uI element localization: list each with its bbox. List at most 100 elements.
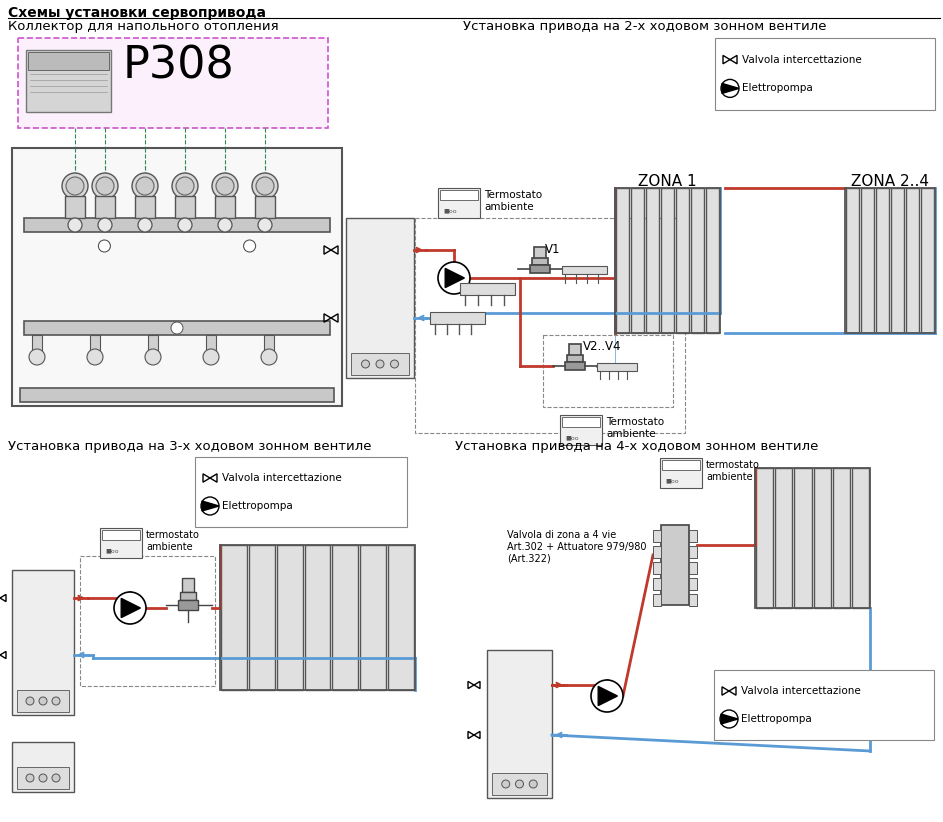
Polygon shape xyxy=(598,686,618,705)
Bar xyxy=(852,468,869,608)
Polygon shape xyxy=(722,83,739,94)
Text: Termostato
ambiente: Termostato ambiente xyxy=(606,417,664,439)
Bar xyxy=(20,388,334,402)
Text: termostato
ambiente: termostato ambiente xyxy=(706,460,760,482)
Bar xyxy=(565,362,585,370)
Bar xyxy=(305,545,330,690)
Bar xyxy=(660,458,702,488)
Bar xyxy=(487,650,552,798)
Bar xyxy=(100,528,142,558)
Circle shape xyxy=(96,177,114,195)
Circle shape xyxy=(145,349,161,365)
Bar xyxy=(676,188,689,333)
Circle shape xyxy=(62,173,88,199)
Bar xyxy=(833,468,850,608)
Bar xyxy=(180,592,196,600)
Circle shape xyxy=(171,322,183,334)
Circle shape xyxy=(256,177,274,195)
Bar xyxy=(661,188,674,333)
Bar xyxy=(460,283,515,295)
Circle shape xyxy=(721,80,739,97)
Circle shape xyxy=(516,780,523,788)
Bar xyxy=(351,353,409,375)
Bar xyxy=(775,468,792,608)
Bar xyxy=(195,457,407,527)
Bar xyxy=(755,468,870,608)
Circle shape xyxy=(203,349,219,365)
Polygon shape xyxy=(445,269,464,288)
Bar xyxy=(360,545,386,690)
Circle shape xyxy=(26,774,34,782)
Bar xyxy=(438,188,480,218)
Bar xyxy=(530,265,550,273)
Bar xyxy=(597,363,637,371)
Text: ZONA 1: ZONA 1 xyxy=(638,174,697,189)
Circle shape xyxy=(92,173,118,199)
Text: termostato
ambiente: termostato ambiente xyxy=(146,530,200,552)
Bar xyxy=(178,600,198,610)
Bar xyxy=(756,468,773,608)
Bar xyxy=(689,578,697,590)
Bar xyxy=(714,670,934,740)
Text: Установка привода на 3-х ходовом зонном вентиле: Установка привода на 3-х ходовом зонном … xyxy=(8,440,372,453)
Bar xyxy=(653,562,661,574)
Bar xyxy=(653,594,661,606)
Circle shape xyxy=(390,360,399,368)
Bar xyxy=(276,545,303,690)
Circle shape xyxy=(178,218,192,232)
Bar xyxy=(567,355,583,362)
Bar xyxy=(532,258,548,265)
Circle shape xyxy=(68,218,82,232)
Bar xyxy=(662,460,700,470)
Circle shape xyxy=(176,177,194,195)
Bar xyxy=(689,562,697,574)
Polygon shape xyxy=(202,501,219,511)
Bar xyxy=(215,196,235,218)
Bar xyxy=(861,188,874,333)
Bar xyxy=(562,266,607,274)
Text: Valvola intercettazione: Valvola intercettazione xyxy=(741,686,861,696)
Circle shape xyxy=(591,680,623,712)
Text: Termostato
ambiente: Termostato ambiente xyxy=(484,190,542,211)
Bar xyxy=(12,148,342,406)
Text: ■oo: ■oo xyxy=(666,478,679,483)
Circle shape xyxy=(98,218,112,232)
Bar xyxy=(346,218,414,378)
Text: ZONA 2..4: ZONA 2..4 xyxy=(851,174,929,189)
Circle shape xyxy=(39,774,47,782)
Bar xyxy=(653,546,661,558)
Circle shape xyxy=(258,218,272,232)
Circle shape xyxy=(136,177,154,195)
Bar xyxy=(389,545,414,690)
Text: Схемы установки сервопривода: Схемы установки сервопривода xyxy=(8,6,266,20)
Bar xyxy=(221,545,247,690)
Bar xyxy=(534,247,546,259)
Bar xyxy=(24,218,330,232)
Circle shape xyxy=(29,349,45,365)
Circle shape xyxy=(98,240,110,252)
Bar xyxy=(206,335,216,355)
Circle shape xyxy=(114,592,146,624)
Bar xyxy=(12,742,74,792)
Bar xyxy=(80,556,215,686)
Bar xyxy=(333,545,358,690)
Bar xyxy=(616,188,629,333)
Bar xyxy=(17,690,69,712)
Bar xyxy=(562,417,600,427)
Text: Коллектор для напольного отопления: Коллектор для напольного отопления xyxy=(8,20,278,33)
Circle shape xyxy=(361,360,370,368)
Text: Valvola di zona a 4 vie
Art.302 + Attuatore 979/980
(Art.322): Valvola di zona a 4 vie Art.302 + Attuat… xyxy=(507,530,647,563)
Bar xyxy=(631,188,644,333)
Bar xyxy=(689,530,697,542)
Bar xyxy=(492,773,547,795)
Text: Valvola intercettazione: Valvola intercettazione xyxy=(742,54,862,65)
Circle shape xyxy=(438,262,470,294)
Text: V1: V1 xyxy=(545,243,560,256)
Bar xyxy=(569,344,581,356)
Bar xyxy=(65,196,85,218)
Bar xyxy=(691,188,704,333)
Polygon shape xyxy=(122,598,141,617)
Bar xyxy=(706,188,719,333)
Bar xyxy=(90,335,100,355)
Circle shape xyxy=(87,349,103,365)
